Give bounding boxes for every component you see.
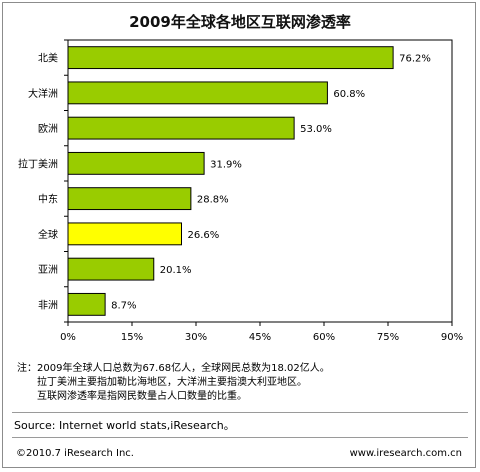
bar <box>67 116 295 140</box>
note-row: 拉丁美洲主要指加勒比海地区，大洋洲主要指澳大利亚地区。 <box>17 376 467 390</box>
x-tick-label: 30% <box>185 332 207 343</box>
category-label: 拉丁美洲 <box>18 157 58 170</box>
value-label: 53.0% <box>300 124 332 135</box>
chart-notes: 注： 2009年全球人口总数为67.68亿人，全球网民总数为18.02亿人。 拉… <box>17 362 467 404</box>
note-line: 互联网渗透率是指网民数量占人口数量的比重。 <box>37 391 247 402</box>
value-label: 76.2% <box>399 54 431 65</box>
website-text: www.iresearch.com.cn <box>349 448 462 459</box>
value-label: 20.1% <box>160 265 192 276</box>
x-tick-label: 15% <box>121 332 143 343</box>
category-label: 亚洲 <box>38 264 58 276</box>
bar <box>67 151 205 175</box>
value-label: 28.8% <box>197 195 229 206</box>
bar <box>67 187 192 211</box>
x-tick-label: 0% <box>60 332 76 343</box>
category-label: 大洋洲 <box>28 87 58 100</box>
bar <box>67 46 394 70</box>
chart-title: 2009年全球各地区互联网渗透率 <box>129 13 351 31</box>
note-line: 拉丁美洲主要指加勒比海地区，大洋洲主要指澳大利亚地区。 <box>37 377 307 388</box>
value-label: 60.8% <box>333 89 365 100</box>
notes-prefix: 注： <box>17 363 37 374</box>
note-row: 注： 2009年全球人口总数为67.68亿人，全球网民总数为18.02亿人。 <box>17 362 467 376</box>
category-label: 全球 <box>38 228 58 241</box>
category-label: 中东 <box>38 193 58 206</box>
x-tick-label: 90% <box>441 332 463 343</box>
x-tick-label: 45% <box>249 332 271 343</box>
x-tick-label: 75% <box>377 332 399 343</box>
note-line: 2009年全球人口总数为67.68亿人，全球网民总数为18.02亿人。 <box>37 363 330 374</box>
category-label: 北美 <box>38 52 58 65</box>
copyright-text: ©2010.7 iResearch Inc. <box>16 448 134 459</box>
bar <box>67 292 106 316</box>
separator-line <box>12 412 468 413</box>
note-row: 互联网渗透率是指网民数量占人口数量的比重。 <box>17 390 467 404</box>
source-text: Source: Internet world stats,iResearch。 <box>14 419 235 432</box>
bar <box>67 222 182 246</box>
value-label: 31.9% <box>210 159 242 170</box>
value-label: 8.7% <box>111 300 136 311</box>
x-tick-label: 60% <box>313 332 335 343</box>
bar <box>67 81 328 105</box>
bar <box>67 257 155 281</box>
category-label: 非洲 <box>38 299 58 311</box>
separator-line <box>12 437 468 438</box>
category-label: 欧洲 <box>38 123 58 135</box>
value-label: 26.6% <box>187 230 219 241</box>
